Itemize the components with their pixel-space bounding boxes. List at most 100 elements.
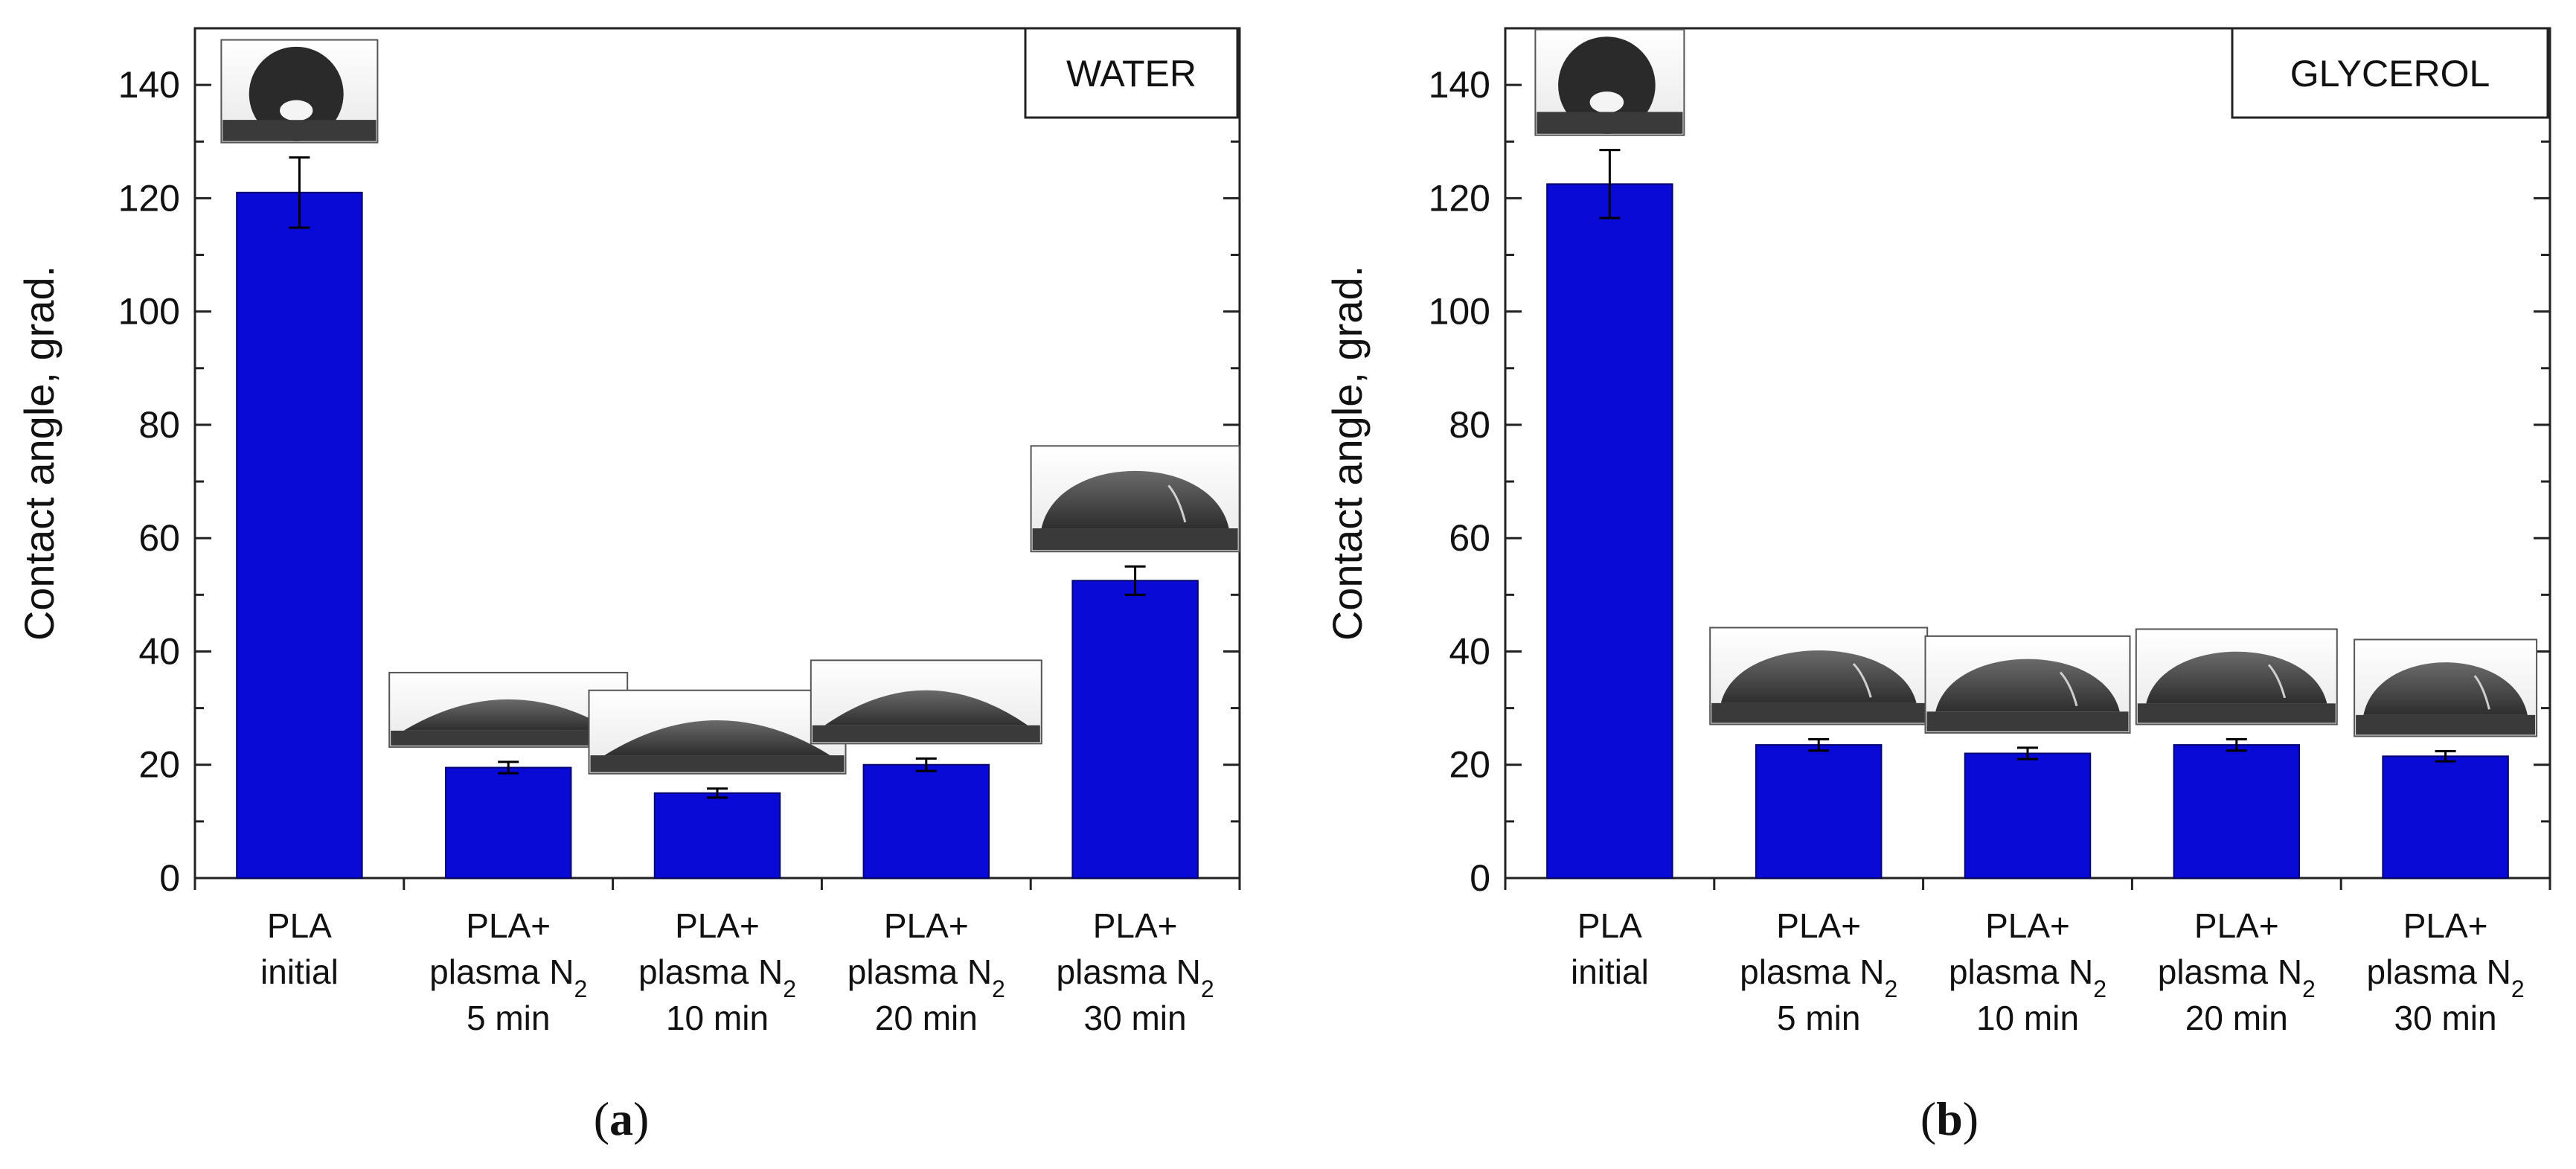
y-tick-label: 120 xyxy=(118,177,180,219)
x-tick-label-line: PLA+ xyxy=(1985,906,2070,945)
bar xyxy=(653,792,781,880)
droplet xyxy=(1558,36,1656,134)
substrate xyxy=(1711,702,1926,723)
droplet-flat xyxy=(810,659,1042,745)
x-tick-label-line: PLA+ xyxy=(675,906,760,945)
y-tick-label: 20 xyxy=(138,744,180,786)
x-tick-label: PLA+ plasma N2 10 min xyxy=(1949,906,2106,1037)
bar xyxy=(2382,755,2509,880)
bar xyxy=(1755,744,1883,879)
substrate xyxy=(590,755,845,772)
x-tick-label-line: PLA+ xyxy=(2403,906,2488,945)
subscript: 2 xyxy=(2302,976,2316,1002)
x-tick-label-line: 5 min xyxy=(467,999,550,1037)
x-tick-label: PLA initial xyxy=(1571,906,1649,991)
subscript: 2 xyxy=(783,976,796,1002)
caption-paren-open: ( xyxy=(594,1092,609,1145)
bar xyxy=(1071,580,1199,879)
y-tick-label: 20 xyxy=(1449,744,1490,786)
y-tick-label: 100 xyxy=(118,291,180,333)
x-tick-label-line: plasma N xyxy=(429,952,574,991)
y-tick-label: 140 xyxy=(1429,64,1490,106)
substrate xyxy=(391,730,627,746)
droplet-medium xyxy=(2354,638,2538,737)
panel-glycerol: 0 20 40 60 80 100 120 140 Contact angle, grad. GL… xyxy=(1324,27,2551,1145)
subscript: 2 xyxy=(2511,976,2525,1002)
y-tick-label: 0 xyxy=(1470,857,1490,899)
droplet-highlight xyxy=(279,100,313,121)
x-tick-label-line: 20 min xyxy=(2185,999,2288,1037)
x-tick-label-line: PLA xyxy=(267,906,332,945)
y-tick-label: 80 xyxy=(138,404,180,446)
x-tick-label-line: initial xyxy=(260,952,339,991)
x-tick-label: PLA initial xyxy=(260,906,339,991)
y-tick-label: 80 xyxy=(1449,404,1490,446)
x-tick-label-line: 10 min xyxy=(1976,999,2079,1037)
droplet-medium xyxy=(1030,445,1240,553)
droplet xyxy=(604,720,830,756)
droplet-highlight xyxy=(1589,92,1624,113)
substrate xyxy=(1926,711,2129,731)
y-tick-label: 60 xyxy=(1449,517,1490,559)
x-tick-label-line: 30 min xyxy=(1084,999,1187,1037)
y-tick-label: 100 xyxy=(1429,291,1490,333)
x-tick-label: PLA+ plasma N2 5 min xyxy=(1740,906,1897,1037)
droplet xyxy=(824,690,1028,726)
x-tick-label-line: PLA+ xyxy=(884,906,969,945)
substrate xyxy=(1032,528,1238,551)
y-tick-label: 0 xyxy=(159,857,180,899)
caption-paren-close: ) xyxy=(1963,1092,1979,1145)
droplet xyxy=(403,699,613,731)
droplet-reflection xyxy=(1852,663,1872,698)
x-tick-label-line: plasma N xyxy=(848,952,992,991)
droplet-reflection xyxy=(2267,664,2287,699)
substrate-front xyxy=(1537,112,1683,134)
x-tick-label-line: initial xyxy=(1571,952,1649,991)
x-tick-label-line: plasma N xyxy=(1740,952,1884,991)
bar xyxy=(2173,744,2301,879)
x-tick-label-line: PLA+ xyxy=(2194,906,2279,945)
y-tick-label: 60 xyxy=(138,517,180,559)
liquid-label-box xyxy=(1024,27,1239,119)
bar xyxy=(444,766,572,880)
liquid-label: WATER xyxy=(1066,53,1196,95)
caption-letter: b xyxy=(1936,1092,1963,1145)
x-tick-label-line: PLA+ xyxy=(1093,906,1178,945)
droplet-reflection xyxy=(1167,484,1187,523)
x-tick-label-line: plasma N xyxy=(2367,952,2511,991)
droplet xyxy=(249,46,344,141)
x-tick-label: PLA+ plasma N2 5 min xyxy=(429,906,587,1037)
x-tick-label-line: 5 min xyxy=(1777,999,1860,1037)
y-tick-label: 120 xyxy=(1429,177,1490,219)
y-axis-label: Contact angle, grad. xyxy=(16,266,63,641)
panel-caption: (b) xyxy=(1920,1092,1979,1145)
substrate xyxy=(2137,703,2336,723)
x-tick-label-line: 20 min xyxy=(875,999,978,1037)
droplet-medium xyxy=(2135,628,2338,726)
subscript: 2 xyxy=(574,976,587,1002)
droplet-medium xyxy=(1709,627,1929,726)
droplet-reflection xyxy=(2473,675,2490,710)
panel-caption: (a) xyxy=(594,1092,650,1145)
x-tick-label: PLA+ plasma N2 30 min xyxy=(2367,906,2525,1037)
caption-paren-close: ) xyxy=(633,1092,649,1145)
droplet-reflection xyxy=(2059,671,2078,707)
panel-water: 0 20 40 60 80 100 120 140 Contact angle, grad. WA… xyxy=(16,27,1241,1145)
x-tick-label-line: PLA+ xyxy=(466,906,551,945)
y-axis-label: Contact angle, grad. xyxy=(1324,266,1371,641)
x-tick-label-line: 30 min xyxy=(2394,999,2497,1037)
x-tick-label-line: PLA+ xyxy=(1776,906,1861,945)
caption-letter: a xyxy=(609,1092,633,1145)
caption-paren-open: ( xyxy=(1920,1092,1936,1145)
y-tick-label: 40 xyxy=(138,630,180,672)
bar xyxy=(236,191,363,879)
x-tick-label: PLA+ plasma N2 20 min xyxy=(848,906,1005,1037)
x-tick-label-line: plasma N xyxy=(1057,952,1201,991)
x-tick-label: PLA+ plasma N2 30 min xyxy=(1057,906,1214,1037)
substrate xyxy=(812,725,1040,743)
x-tick-label-line: 10 min xyxy=(666,999,769,1037)
x-tick-label-line: plasma N xyxy=(1949,952,2093,991)
subscript: 2 xyxy=(2093,976,2106,1002)
droplet-medium xyxy=(1924,635,2131,734)
